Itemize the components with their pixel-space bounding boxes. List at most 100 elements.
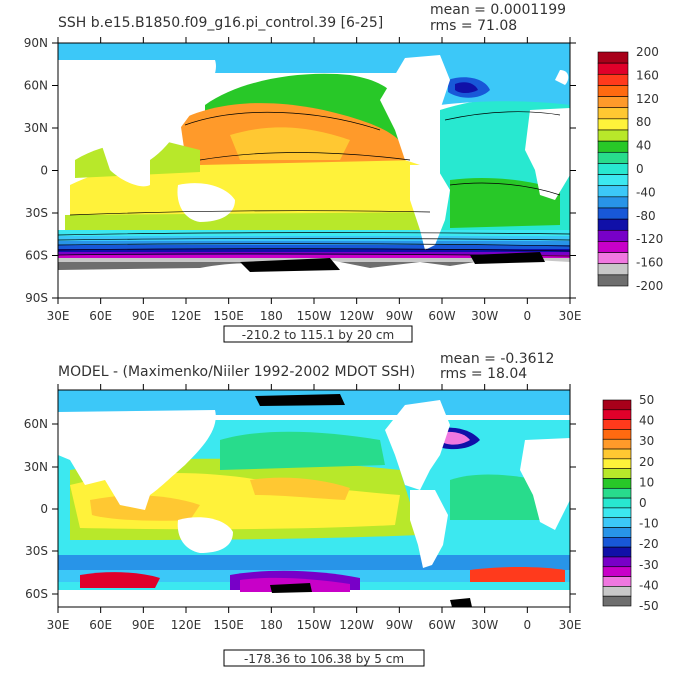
colorbar-swatch — [597, 151, 629, 164]
colorbar-swatch — [597, 274, 629, 287]
colorbar-label: 50 — [639, 393, 654, 407]
bottom-mean: mean = -0.3612 — [440, 351, 554, 367]
bottom-land — [58, 400, 570, 568]
colorbar-label: 20 — [639, 455, 654, 469]
colorbar-swatch — [602, 576, 632, 587]
colorbar-label: 10 — [639, 475, 654, 489]
colorbar-swatch — [602, 595, 632, 607]
lon-label: 60E — [89, 309, 112, 323]
lon-label: 120W — [339, 618, 374, 632]
colorbar-swatch — [597, 263, 629, 276]
colorbar-swatch — [597, 174, 629, 187]
colorbar-label: 0 — [636, 162, 644, 176]
bottom-lat-axis: 60N 30N 0 30S 60S — [24, 417, 576, 601]
colorbar-label: -120 — [636, 232, 663, 246]
colorbar-swatch — [597, 207, 629, 220]
colorbar-swatch — [602, 507, 632, 519]
lat-label: 30N — [24, 121, 48, 135]
colorbar-swatch — [597, 62, 629, 75]
lon-label: 90E — [132, 618, 155, 632]
colorbar-swatch — [602, 419, 632, 430]
lon-label: 90E — [132, 309, 155, 323]
lon-label: 150W — [297, 309, 332, 323]
colorbar-swatch — [602, 458, 632, 469]
top-contours — [58, 111, 570, 257]
colorbar-swatch — [602, 438, 632, 450]
colorbar-swatch — [597, 252, 629, 265]
bottom-rms: rms = 18.04 — [440, 366, 527, 382]
colorbar-swatch — [602, 517, 632, 528]
colorbar-swatch — [597, 140, 629, 153]
lon-label: 120E — [171, 618, 202, 632]
lon-label: 0 — [524, 618, 532, 632]
colorbar-swatch — [602, 537, 632, 548]
colorbar-label: 0 — [639, 496, 647, 510]
lon-label: 60W — [428, 618, 455, 632]
colorbar-swatch — [597, 241, 629, 253]
lon-label: 60W — [428, 309, 455, 323]
lon-label: 30E — [559, 618, 582, 632]
colorbar-label: 200 — [636, 45, 659, 59]
lat-label: 90S — [25, 291, 48, 305]
lon-label: 0 — [524, 309, 532, 323]
bottom-lon-axis: 30E 60E 90E 120E 150E 180 150W 120W 90W 60W 30W 0 30… — [47, 384, 582, 632]
lon-label: 120E — [171, 309, 202, 323]
colorbar-label: 40 — [636, 139, 651, 153]
top-rms: rms = 71.08 — [430, 18, 517, 34]
lat-label: 30N — [24, 460, 48, 474]
lat-label: 30S — [25, 544, 48, 558]
colorbar-swatch — [597, 163, 629, 175]
lon-label: 30E — [47, 309, 70, 323]
lon-label: 180 — [260, 618, 283, 632]
colorbar-label: -80 — [636, 209, 656, 223]
top-range-box — [223, 325, 413, 343]
lat-label: 30S — [25, 206, 48, 220]
lat-label: 60N — [24, 417, 48, 431]
lat-label: 60S — [25, 587, 48, 601]
lon-label: 90W — [386, 618, 413, 632]
colorbar-swatch — [597, 73, 629, 86]
colorbar-label: 40 — [639, 414, 654, 428]
lon-label: 150W — [297, 618, 332, 632]
lon-label: 30E — [47, 618, 70, 632]
colorbar-swatch — [597, 218, 629, 231]
top-range-label: -210.2 to 115.1 by 20 cm — [242, 328, 394, 342]
lat-label: 90N — [24, 36, 48, 50]
colorbar-swatch — [602, 556, 632, 568]
colorbar-swatch — [597, 51, 629, 64]
colorbar-label: 80 — [636, 115, 651, 129]
lon-label: 60E — [89, 618, 112, 632]
colorbar-label: -30 — [639, 558, 659, 572]
bottom-range-label: -178.36 to 106.38 by 5 cm — [244, 652, 404, 666]
colorbar-label: 160 — [636, 68, 659, 82]
top-land — [58, 55, 570, 250]
top-mean: mean = 0.0001199 — [430, 2, 566, 18]
colorbar-swatch — [602, 429, 632, 440]
bottom-map — [58, 390, 570, 607]
colorbar-label: 30 — [639, 434, 654, 448]
colorbar-swatch — [597, 129, 629, 142]
lat-label: 0 — [40, 164, 48, 178]
colorbar-swatch — [602, 497, 632, 509]
colorbar-swatch — [602, 546, 632, 558]
colorbar-label: 120 — [636, 92, 659, 106]
lat-label: 60N — [24, 79, 48, 93]
colorbar-swatch — [602, 409, 632, 420]
colorbar-swatch — [602, 399, 632, 411]
colorbar-label: -40 — [639, 578, 659, 592]
colorbar-swatch — [597, 96, 629, 109]
lon-label: 180 — [260, 309, 283, 323]
lon-label: 150E — [213, 309, 244, 323]
colorbar-label: -20 — [639, 537, 659, 551]
lon-label: 90W — [386, 309, 413, 323]
lon-label: 30W — [471, 309, 498, 323]
top-colorbar: 200 160 120 80 40 0 -40 -80 -120 -160 -200 — [597, 45, 663, 293]
bottom-range-box — [223, 649, 425, 667]
colorbar-swatch — [597, 118, 629, 131]
colorbar-swatch — [602, 566, 632, 577]
colorbar-swatch — [602, 468, 632, 479]
colorbar-label: -200 — [636, 279, 663, 293]
colorbar-swatch — [602, 448, 632, 460]
colorbar-swatch — [597, 107, 629, 120]
